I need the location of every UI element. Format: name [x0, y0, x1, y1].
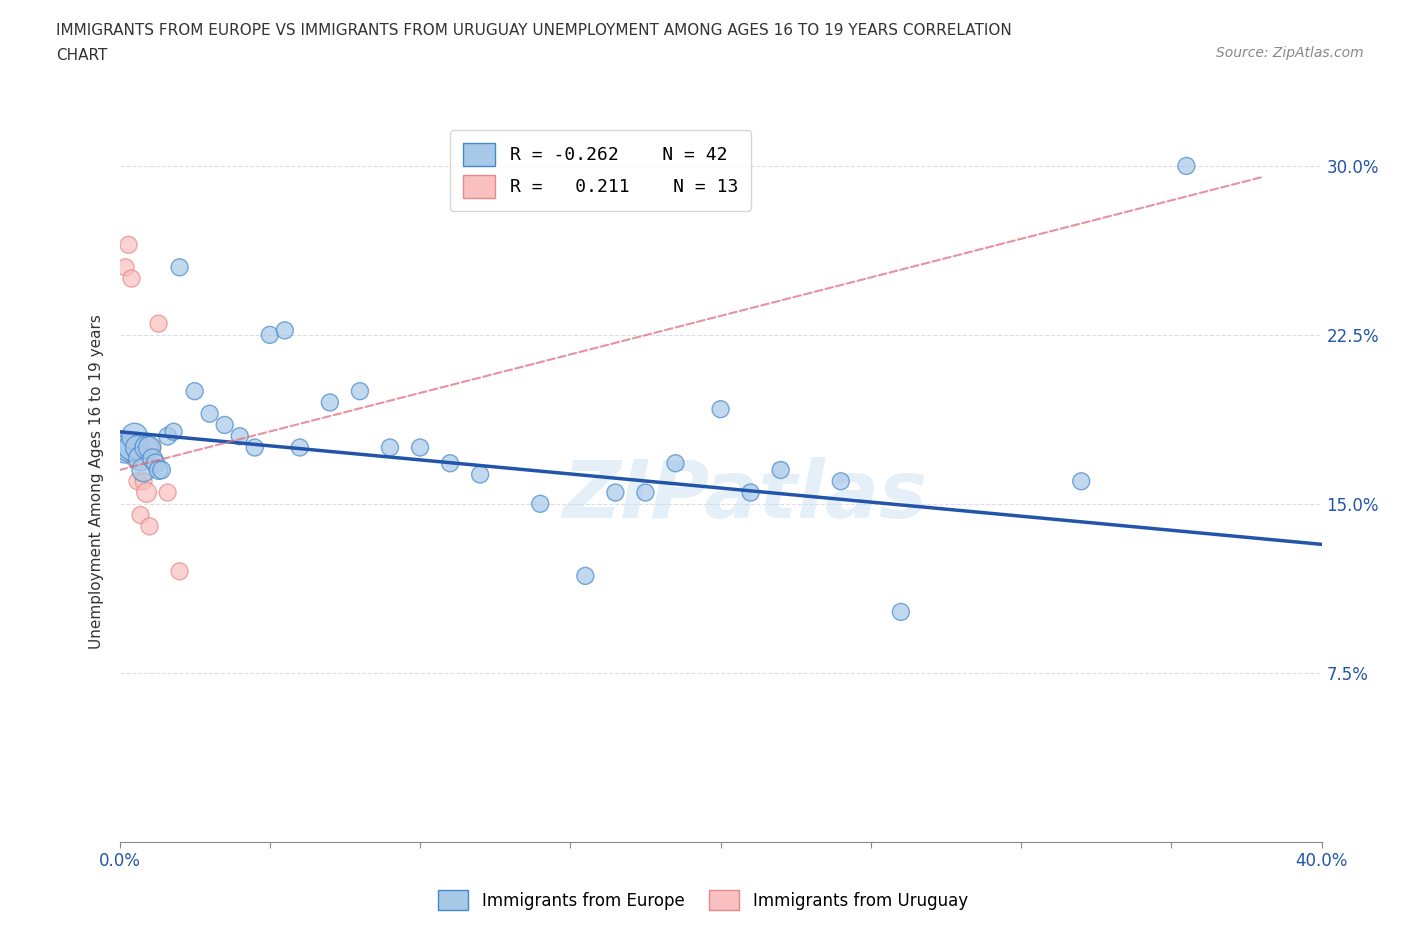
Point [132, 474, 155, 489]
Point [288, 440, 311, 455]
Point [114, 259, 136, 274]
Point [228, 429, 252, 444]
Point [259, 327, 281, 342]
Legend: R = -0.262    N = 42, R =   0.211    N = 13: R = -0.262 N = 42, R = 0.211 N = 13 [450, 130, 751, 210]
Point [135, 440, 157, 455]
Point [1175, 158, 1198, 173]
Point [183, 384, 205, 399]
Point [439, 456, 461, 471]
Point [574, 568, 596, 583]
Point [468, 467, 492, 482]
Point [142, 451, 165, 466]
Point [117, 440, 139, 455]
Point [1070, 474, 1092, 489]
Point [409, 440, 432, 455]
Point [148, 316, 170, 331]
Point [634, 485, 657, 500]
Point [127, 474, 149, 489]
Point [243, 440, 266, 455]
Point [169, 564, 191, 578]
Point [605, 485, 627, 500]
Point [156, 429, 179, 444]
Point [138, 440, 160, 455]
Point [378, 440, 401, 455]
Text: Source: ZipAtlas.com: Source: ZipAtlas.com [1216, 46, 1364, 60]
Point [121, 440, 143, 455]
Point [214, 418, 236, 432]
Point [138, 519, 160, 534]
Point [129, 451, 152, 466]
Text: ZIPatlas: ZIPatlas [562, 457, 927, 535]
Point [529, 497, 551, 512]
Point [664, 456, 686, 471]
Point [769, 462, 792, 477]
Point [198, 406, 221, 421]
Point [129, 508, 152, 523]
Point [162, 424, 184, 439]
Point [830, 474, 852, 489]
Point [124, 451, 146, 466]
Point [114, 440, 136, 455]
Point [121, 272, 143, 286]
Point [117, 237, 139, 252]
Text: IMMIGRANTS FROM EUROPE VS IMMIGRANTS FROM URUGUAY UNEMPLOYMENT AMONG AGES 16 TO : IMMIGRANTS FROM EUROPE VS IMMIGRANTS FRO… [56, 23, 1012, 38]
Point [740, 485, 762, 500]
Legend: Immigrants from Europe, Immigrants from Uruguay: Immigrants from Europe, Immigrants from … [432, 884, 974, 917]
Point [349, 384, 371, 399]
Point [150, 462, 173, 477]
Point [274, 323, 297, 338]
Point [145, 456, 167, 471]
Point [169, 259, 191, 274]
Point [709, 402, 731, 417]
Point [142, 440, 165, 455]
Point [132, 462, 155, 477]
Point [124, 429, 146, 444]
Y-axis label: Unemployment Among Ages 16 to 19 years: Unemployment Among Ages 16 to 19 years [89, 313, 104, 649]
Point [127, 440, 149, 455]
Point [319, 395, 342, 410]
Text: CHART: CHART [56, 48, 108, 63]
Point [135, 485, 157, 500]
Point [890, 604, 912, 619]
Point [148, 462, 170, 477]
Point [156, 485, 179, 500]
